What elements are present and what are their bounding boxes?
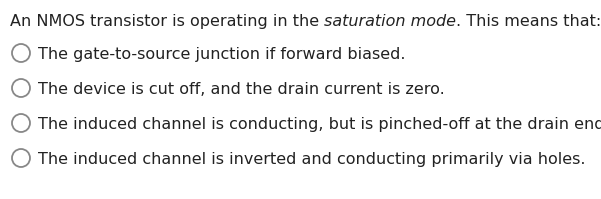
Text: The gate-to-source junction if forward biased.: The gate-to-source junction if forward b… [38, 47, 406, 62]
Text: saturation mode: saturation mode [325, 14, 456, 29]
Text: An NMOS transistor is operating in the: An NMOS transistor is operating in the [10, 14, 325, 29]
Text: The device is cut off, and the drain current is zero.: The device is cut off, and the drain cur… [38, 82, 445, 97]
Text: . This means that:: . This means that: [456, 14, 601, 29]
Text: The induced channel is conducting, but is pinched-off at the drain end.: The induced channel is conducting, but i… [38, 117, 601, 132]
Text: The induced channel is inverted and conducting primarily via holes.: The induced channel is inverted and cond… [38, 152, 585, 167]
